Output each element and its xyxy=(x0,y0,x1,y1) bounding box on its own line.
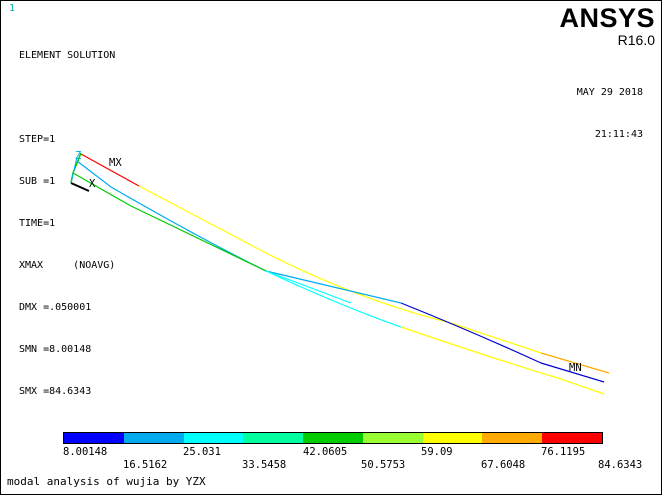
legend-tick: 8.00148 xyxy=(63,446,108,458)
result-info-block: ELEMENT SOLUTION STEP=1 SUB =1 TIME=1 XM… xyxy=(19,21,115,427)
info-line-step: STEP=1 xyxy=(19,134,56,145)
beam-upper-edge xyxy=(80,153,610,374)
max-marker-label: MX xyxy=(109,157,122,169)
min-marker-label: MN xyxy=(569,362,582,374)
date-time-block: MAY 29 2018 21:11:43 xyxy=(577,58,643,170)
info-line-title: ELEMENT SOLUTION xyxy=(19,50,116,61)
ansys-logo: ANSYS xyxy=(559,3,655,33)
contour-legend-bar xyxy=(63,432,603,444)
axis-z-label: Z xyxy=(75,150,82,162)
info-line-dmx: DMX =.050001 xyxy=(19,302,92,313)
info-line-sub: SUB =1 xyxy=(19,176,56,187)
info-line-smn: SMN =8.00148 xyxy=(19,344,92,355)
legend-tick: 84.6343 xyxy=(598,459,643,471)
legend-band-8 xyxy=(482,433,543,443)
legend-tick: 50.5753 xyxy=(361,459,406,471)
legend-tick: 25.031 xyxy=(183,446,221,458)
axis-triad xyxy=(70,156,90,192)
window-number: 1 xyxy=(9,3,16,14)
legend-band-3 xyxy=(183,433,244,443)
legend-tick: 42.0605 xyxy=(303,446,348,458)
legend-tick: 67.6048 xyxy=(481,459,526,471)
beam-middle-line xyxy=(76,160,605,383)
legend-band-5 xyxy=(303,433,363,443)
time-label: 21:11:43 xyxy=(594,129,643,140)
legend-band-6 xyxy=(362,433,423,443)
legend-band-2 xyxy=(123,433,184,443)
legend-band-7 xyxy=(422,433,483,443)
legend-band-9 xyxy=(542,433,603,443)
legend-tick: 33.5458 xyxy=(242,459,287,471)
info-line-time: TIME=1 xyxy=(19,218,56,229)
plot-caption: modal analysis of wujia by YZX xyxy=(7,475,206,488)
release-label: R16.0 xyxy=(617,32,655,48)
legend-tick: 76.1195 xyxy=(541,446,586,458)
legend-tick: 59.09 xyxy=(421,446,453,458)
axis-x-label: X xyxy=(89,178,96,190)
beam-lower-edge xyxy=(72,172,605,395)
legend-band-1 xyxy=(64,433,124,443)
legend-tick: 16.5162 xyxy=(123,459,168,471)
contour-plot[interactable] xyxy=(1,1,661,471)
info-line-smx: SMX =84.6343 xyxy=(19,386,92,397)
legend-band-4 xyxy=(243,433,304,443)
date-label: MAY 29 2018 xyxy=(576,87,643,98)
info-line-result-item: XMAX (NOAVG) xyxy=(19,260,116,271)
